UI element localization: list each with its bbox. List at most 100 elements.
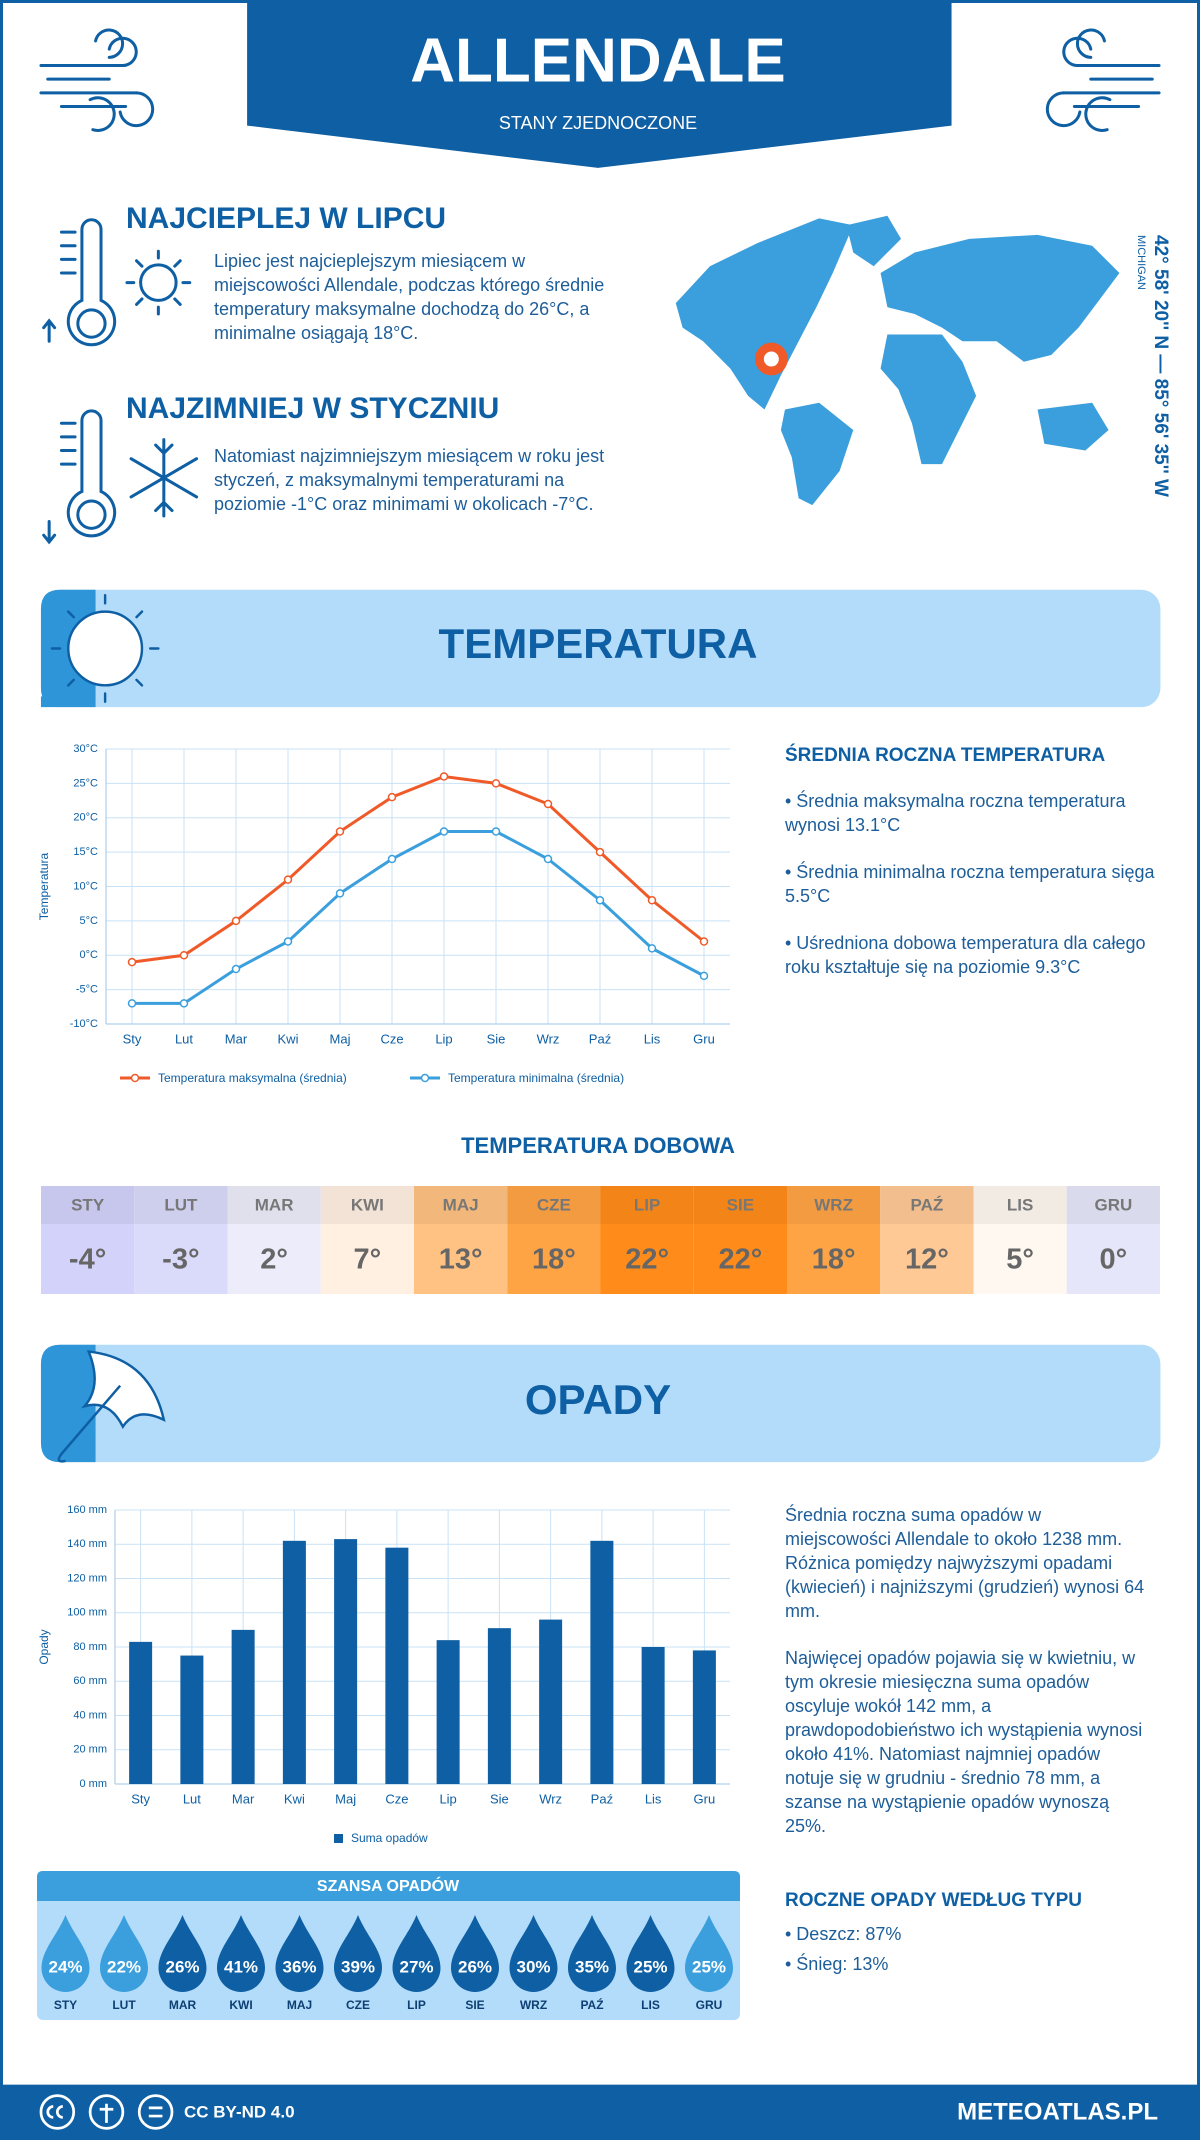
x-tick-label: Wrz (539, 1791, 562, 1806)
site-name: METEOATLAS.PL (957, 2098, 1158, 2125)
daily-header-cell (693, 1186, 787, 1224)
y-tick-label: 40 mm (73, 1709, 107, 1721)
point (127, 999, 137, 1008)
thermometer-hot-icon (42, 218, 192, 347)
daily-value-cell (880, 1224, 974, 1294)
daily-header-shade (693, 1186, 787, 1224)
point (595, 896, 605, 905)
drop-month: LUT (112, 1998, 136, 2012)
daily-temp: 0° (1100, 1244, 1128, 1276)
bar (692, 1650, 716, 1784)
bar (282, 1540, 306, 1784)
x-tick-label: Gru (693, 1031, 715, 1046)
section-title: OPADY (525, 1376, 671, 1423)
drop-month: MAJ (287, 1998, 312, 2012)
x-tick-label: Paź (591, 1791, 613, 1806)
section-banner (40, 589, 1161, 708)
drop-label: 36% (282, 1957, 316, 1976)
x-tick-label: Maj (330, 1031, 351, 1046)
daily-temp: 22° (625, 1244, 669, 1276)
daily-header-cell (41, 1186, 135, 1224)
bar (129, 1641, 153, 1784)
x-tick-label: Mar (232, 1791, 255, 1806)
drop-label: 35% (575, 1957, 609, 1976)
daily-header-cell (414, 1186, 508, 1224)
point (335, 889, 345, 898)
daily-header-shade (414, 1186, 508, 1224)
drop-month: GRU (696, 1998, 723, 2012)
x-tick-label: Mar (225, 1031, 248, 1046)
y-tick-label: 100 mm (67, 1607, 107, 1619)
point (283, 875, 293, 884)
x-tick-label: Lis (645, 1791, 662, 1806)
y-axis-label: Opady (37, 1629, 51, 1664)
x-tick-label: Sie (490, 1791, 509, 1806)
drop-month: LIP (407, 1998, 426, 2012)
y-tick-label: 5°C (80, 915, 99, 927)
daily-header-cell (1066, 1186, 1160, 1224)
daily-header-shade (41, 1186, 135, 1224)
x-tick-label: Lip (439, 1791, 456, 1806)
x-tick-label: Sty (123, 1031, 142, 1046)
thermometer-cold-icon (42, 409, 199, 545)
sun-icon (50, 593, 160, 703)
world-map (675, 215, 1120, 506)
daily-header-shade (134, 1186, 228, 1224)
daily-header-cell (320, 1186, 414, 1224)
drop-month: PAŹ (580, 1997, 603, 2012)
daily-temp: 22° (718, 1244, 762, 1276)
drop (626, 1915, 675, 1992)
footer-bar (0, 2084, 1200, 2140)
line (132, 830, 705, 1005)
summary-bullet: • Uśredniona dobowa temperatura dla całe… (785, 933, 1146, 977)
daily-header-shade (320, 1186, 414, 1224)
drop-label: 24% (48, 1957, 82, 1976)
point (543, 854, 553, 864)
bar (334, 1539, 358, 1784)
legend-label: Temperatura maksymalna (średnia) (158, 1071, 347, 1085)
daily-month: MAJ (443, 1195, 479, 1214)
daily-month: LIP (634, 1195, 660, 1214)
warmest-title: NAJCIEPLEJ W LIPCU (126, 202, 447, 235)
precip-paragraph: Najwięcej opadów pojawia się w kwietniu,… (785, 1648, 1143, 1836)
drop (217, 1915, 265, 1992)
x-tick-label: Lip (435, 1031, 452, 1046)
daily-temp: 5° (1006, 1244, 1034, 1276)
drop-label: 25% (692, 1957, 726, 1976)
y-tick-label: -5°C (76, 984, 98, 996)
point (647, 944, 657, 953)
drop-label: 25% (633, 1957, 667, 1976)
y-tick-label: 10°C (73, 880, 98, 892)
section-title: TEMPERATURA (439, 620, 758, 667)
legend-marker (420, 1073, 430, 1083)
point (491, 827, 501, 836)
drop (100, 1915, 148, 1992)
warmest-text: Lipiec jest najcieplejszym miesiącem w m… (214, 251, 605, 343)
daily-temp: 13° (439, 1244, 483, 1276)
drop (334, 1915, 382, 1992)
daily-temp: 12° (905, 1244, 949, 1276)
drop-label: 30% (516, 1957, 550, 1976)
bar (385, 1547, 409, 1784)
y-tick-label: 30°C (73, 743, 98, 755)
drop (685, 1915, 733, 1992)
license-icons (39, 2094, 174, 2130)
daily-temp: 7° (354, 1244, 382, 1276)
bar (539, 1619, 563, 1784)
point (699, 937, 709, 946)
drop (41, 1915, 90, 1992)
daily-month: LIS (1007, 1195, 1033, 1214)
drop-month: SIE (465, 1998, 484, 2012)
point (283, 937, 293, 946)
drop (392, 1915, 441, 1992)
y-tick-label: 15°C (73, 846, 98, 858)
city-title: ALLENDALE (410, 26, 785, 95)
y-tick-label: 0°C (80, 949, 99, 961)
daily-header-cell (134, 1186, 228, 1224)
drop-label: 27% (399, 1957, 433, 1976)
daily-value-cell (41, 1224, 135, 1294)
legend-marker (130, 1073, 140, 1083)
